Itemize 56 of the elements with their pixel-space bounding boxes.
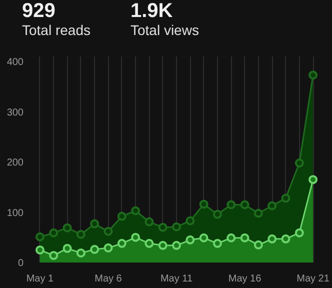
point	[158, 240, 168, 250]
point	[294, 158, 304, 168]
y-tick-label: 200	[6, 158, 24, 169]
point	[254, 240, 263, 250]
x-tick-label: May 11	[160, 274, 193, 284]
point	[117, 212, 126, 221]
point	[144, 217, 154, 226]
point	[104, 226, 113, 236]
point	[240, 200, 250, 210]
point	[62, 223, 72, 232]
text: 1.9K	[130, 0, 174, 22]
point	[186, 235, 195, 244]
point	[281, 194, 290, 203]
point	[49, 228, 58, 238]
point	[226, 233, 236, 242]
point	[158, 222, 168, 232]
point	[76, 248, 86, 258]
point	[172, 240, 181, 250]
point	[308, 70, 318, 80]
point	[90, 219, 100, 228]
point	[49, 250, 58, 260]
text: Total views	[130, 22, 199, 38]
point	[294, 228, 304, 238]
x-tick-label: May 16	[228, 274, 262, 284]
point	[268, 201, 277, 210]
point	[144, 238, 154, 248]
text: 929	[22, 0, 56, 22]
point	[240, 233, 250, 242]
point	[35, 245, 44, 254]
point	[35, 232, 44, 242]
point	[212, 210, 222, 219]
point	[131, 232, 140, 242]
text: Total reads	[22, 22, 90, 38]
x-tick-label: May 21	[296, 274, 330, 284]
y-tick-label: 100	[6, 208, 24, 219]
point	[90, 244, 100, 254]
point	[308, 175, 318, 184]
y-tick-label: 400	[6, 57, 24, 68]
point	[131, 206, 140, 216]
point	[199, 200, 208, 209]
point	[199, 233, 208, 242]
x-tick-label: May 1	[26, 274, 54, 284]
point	[268, 234, 277, 244]
point	[281, 234, 290, 244]
y-tick-label: 300	[6, 107, 24, 118]
x-tick-label: May 6	[94, 274, 122, 284]
point	[76, 230, 86, 239]
point	[212, 238, 222, 248]
point	[117, 238, 126, 248]
point	[254, 208, 263, 218]
point	[186, 216, 195, 226]
point	[62, 244, 72, 253]
y-tick-label: 0	[18, 258, 24, 269]
point	[104, 243, 113, 252]
point	[226, 200, 236, 210]
point	[172, 222, 181, 232]
